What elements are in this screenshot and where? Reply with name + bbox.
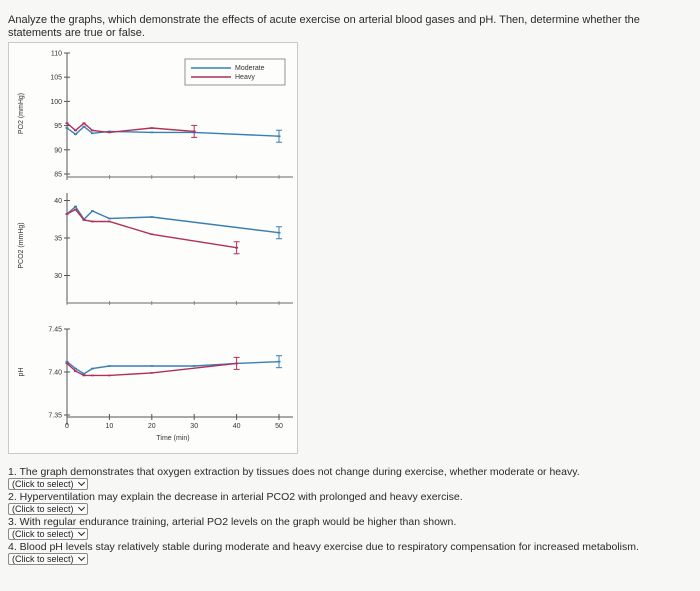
question-4-select[interactable]: (Click to select) <box>8 553 88 565</box>
x-tick-label: 50 <box>275 423 283 430</box>
y-tick-label: 85 <box>54 172 62 179</box>
legend-label-moderate: Moderate <box>235 65 265 72</box>
series-line-moderate <box>66 361 280 375</box>
x-tick-label: 40 <box>233 423 241 430</box>
question-3-select[interactable]: (Click to select) <box>8 528 88 540</box>
y-axis-label: pH <box>18 368 25 377</box>
question-3-select-label: (Click to select) <box>12 529 74 539</box>
y-axis-label: PCO2 (mmHg) <box>18 222 25 268</box>
question-4-text: 4. Blood pH levels stay relatively stabl… <box>8 541 639 553</box>
y-tick-label: 105 <box>50 75 62 82</box>
x-tick-label: 20 <box>148 423 156 430</box>
y-tick-label: 110 <box>51 51 62 58</box>
question-1-text: 1. The graph demonstrates that oxygen ex… <box>8 466 580 478</box>
series-line-moderate <box>66 205 280 234</box>
legend-label-heavy: Heavy <box>235 74 255 81</box>
legend-box <box>184 58 286 86</box>
y-tick-label: 7.45 <box>48 327 62 334</box>
y-tick-label: 100 <box>50 99 62 106</box>
question-2-select[interactable]: (Click to select) <box>8 503 88 515</box>
y-tick-label: 30 <box>54 273 62 280</box>
x-tick-label: 10 <box>106 423 114 430</box>
question-4: 4. Blood pH levels stay relatively stabl… <box>8 541 688 566</box>
question-4-select-label: (Click to select) <box>12 554 74 564</box>
y-axis-label: PO2 (mmHg) <box>18 93 25 134</box>
series-line-heavy <box>66 208 237 249</box>
question-1-select[interactable]: (Click to select) <box>8 478 88 490</box>
series-line-moderate <box>66 125 280 137</box>
question-3-text: 3. With regular endurance training, arte… <box>8 516 457 528</box>
y-tick-label: 95 <box>54 123 62 130</box>
question-3: 3. With regular endurance training, arte… <box>8 516 688 541</box>
chevron-down-icon <box>77 478 85 487</box>
questions-list: 1. The graph demonstrates that oxygen ex… <box>8 466 688 566</box>
question-2: 2. Hyperventilation may explain the decr… <box>8 491 688 516</box>
y-tick-label: 35 <box>54 236 62 243</box>
instructions-text: Analyze the graphs, which demonstrate th… <box>8 14 640 39</box>
y-tick-label: 7.40 <box>48 370 62 377</box>
chevron-down-icon <box>77 503 85 512</box>
x-tick-label: 30 <box>190 423 198 430</box>
chevron-down-icon <box>77 553 85 562</box>
x-tick-label: 0 <box>65 423 69 430</box>
question-2-text: 2. Hyperventilation may explain the decr… <box>8 491 463 503</box>
y-tick-label: 90 <box>54 147 62 154</box>
exercise-blood-gas-figure: 110 105 100 95 90 85 PO2 (mmHg) Moderate Heavy 40… <box>8 42 298 454</box>
chevron-down-icon <box>77 528 85 537</box>
y-tick-label: 40 <box>54 198 62 205</box>
question-2-select-label: (Click to select) <box>12 504 74 514</box>
question-1-select-label: (Click to select) <box>12 479 74 489</box>
x-axis-label: Time (min) <box>156 435 189 442</box>
question-1: 1. The graph demonstrates that oxygen ex… <box>8 466 688 491</box>
y-tick-label: 7.35 <box>48 413 62 420</box>
